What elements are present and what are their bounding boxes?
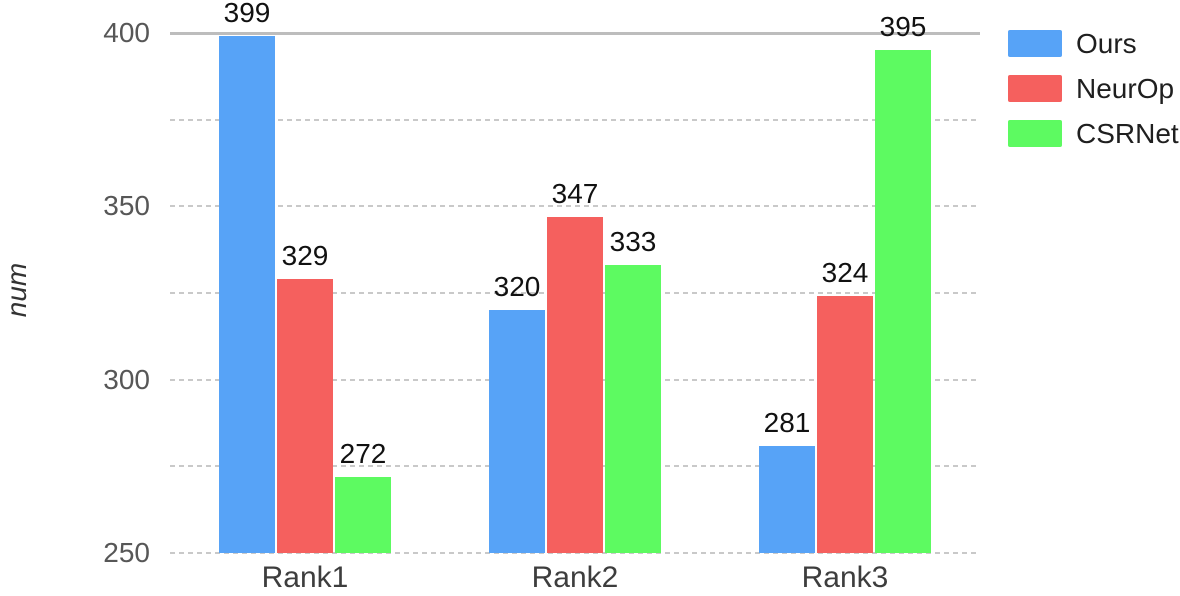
legend-swatch-neurop xyxy=(1008,75,1062,102)
bar-value-label-neurop-rank3: 324 xyxy=(821,257,869,289)
plot-area xyxy=(170,32,980,554)
gridline-350 xyxy=(170,205,980,208)
x-axis-category-label-rank3: Rank3 xyxy=(801,561,889,594)
x-axis-category-label-rank2: Rank2 xyxy=(531,561,619,594)
bar-neurop-rank2 xyxy=(547,216,603,553)
bar-value-label-neurop-rank2: 347 xyxy=(551,177,599,209)
bar-ours-rank3 xyxy=(759,445,815,553)
bar-value-label-csrnet-rank1: 272 xyxy=(339,437,387,469)
bar-value-label-csrnet-rank3: 395 xyxy=(879,11,927,43)
bar-value-label-ours-rank1: 399 xyxy=(223,0,271,29)
x-axis-category-label-rank1: Rank1 xyxy=(261,561,349,594)
y-axis-tick-label-250: 250 xyxy=(103,537,150,568)
y-axis-tick-label-400: 400 xyxy=(103,17,150,48)
y-axis-title-text: num xyxy=(1,262,32,318)
legend-swatch-ours xyxy=(1008,30,1062,57)
gridline-250 xyxy=(170,552,980,554)
y-axis-tick-label-300: 300 xyxy=(103,363,150,395)
bar-ours-rank1 xyxy=(219,36,275,553)
bar-value-label-ours-rank2: 320 xyxy=(493,271,541,303)
legend: Ours NeurOp CSRNet xyxy=(1008,27,1179,165)
y-axis-tick-label-350: 350 xyxy=(103,190,150,222)
bar-csrnet-rank2 xyxy=(605,265,661,553)
legend-item-ours: Ours xyxy=(1008,27,1179,59)
legend-item-csrnet: CSRNet xyxy=(1008,117,1179,149)
bar-value-label-ours-rank3: 281 xyxy=(763,406,811,438)
bar-value-label-neurop-rank1: 329 xyxy=(281,240,329,272)
bar-ours-rank2 xyxy=(489,310,545,553)
bar-value-label-csrnet-rank2: 333 xyxy=(609,226,657,258)
bar-csrnet-rank3 xyxy=(875,50,931,553)
gridline-375 xyxy=(170,118,980,121)
gridline-400 xyxy=(170,32,980,35)
legend-item-neurop: NeurOp xyxy=(1008,72,1179,104)
bar-csrnet-rank1 xyxy=(335,476,391,553)
legend-label-csrnet: CSRNet xyxy=(1076,117,1179,149)
legend-label-ours: Ours xyxy=(1076,27,1137,59)
bar-neurop-rank1 xyxy=(277,279,333,553)
legend-label-neurop: NeurOp xyxy=(1076,72,1175,104)
legend-swatch-csrnet xyxy=(1008,120,1062,147)
bar-neurop-rank3 xyxy=(817,296,873,553)
